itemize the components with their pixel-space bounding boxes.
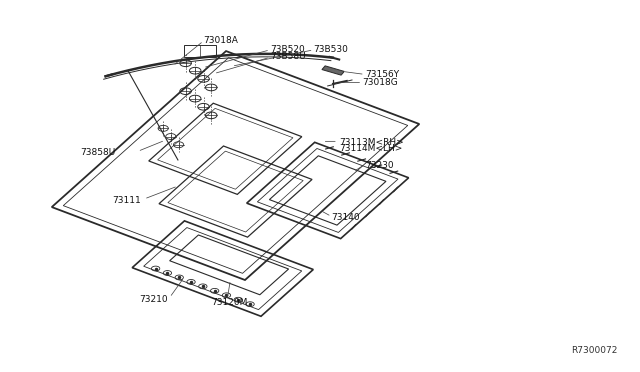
Polygon shape	[322, 66, 344, 75]
Text: 73B520: 73B520	[270, 45, 305, 54]
Text: 73858U: 73858U	[80, 148, 115, 157]
Text: 73114M<LH>: 73114M<LH>	[339, 144, 403, 153]
Text: 73230: 73230	[365, 161, 394, 170]
Text: 73113M<RH>: 73113M<RH>	[339, 138, 404, 147]
Text: 73018A: 73018A	[204, 36, 238, 45]
Text: R7300072: R7300072	[572, 346, 618, 355]
Text: 73156Y: 73156Y	[365, 70, 399, 79]
Bar	[184, 45, 216, 57]
Text: 73120M: 73120M	[211, 298, 248, 307]
Text: 73140: 73140	[332, 213, 360, 222]
Text: 73111: 73111	[112, 196, 141, 205]
Text: 73B530: 73B530	[314, 45, 348, 54]
Text: 73B58U: 73B58U	[270, 52, 306, 61]
Text: 73210: 73210	[140, 295, 168, 304]
Text: 73018G: 73018G	[362, 78, 398, 87]
